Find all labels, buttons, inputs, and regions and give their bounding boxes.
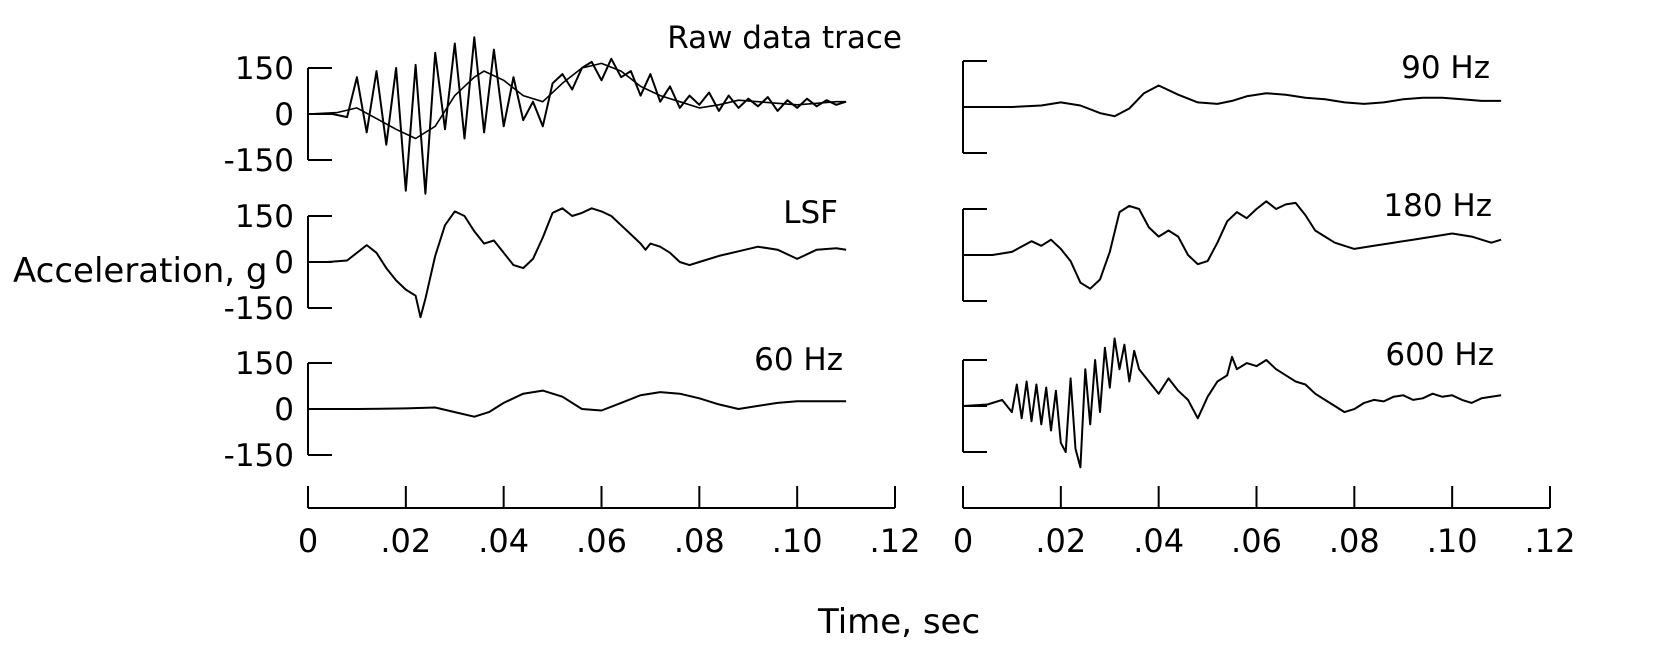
x-axis-label: Time, sec	[817, 602, 980, 642]
panel-title: 60 Hz	[754, 342, 843, 378]
x-tick-label: .10	[1427, 522, 1478, 560]
x-tick-label: .04	[1133, 522, 1184, 560]
x-tick-label: .06	[576, 522, 627, 560]
y-tick-label: -150	[224, 291, 294, 327]
y-tick-label: 0	[274, 97, 294, 133]
x-tick-label: .08	[1329, 522, 1380, 560]
series-line	[963, 84, 1502, 118]
y-tick-label: 150	[235, 51, 294, 87]
y-tick-label: -150	[224, 438, 294, 474]
panel-title: Raw data trace	[667, 20, 902, 56]
x-tick-label: .12	[870, 522, 921, 560]
x-tick-label: .04	[478, 522, 529, 560]
series-line	[962, 337, 1502, 469]
time-axis-1: 0 .02 .04 .06 .08 .10 .12	[298, 486, 921, 560]
y-axis-label: Acceleration, g	[13, 251, 267, 291]
y-tick-label: -150	[224, 143, 294, 179]
y-tick-label: 150	[235, 199, 294, 235]
series-line	[308, 36, 847, 195]
panel-title: 180 Hz	[1383, 188, 1492, 224]
panel-title: LSF	[783, 195, 838, 231]
y-tick-label: 0	[274, 245, 294, 281]
x-tick-label: .10	[772, 522, 823, 560]
x-tick-label: .02	[1035, 522, 1086, 560]
panel-6: 600 Hz	[962, 337, 1502, 469]
x-tick-label: .08	[674, 522, 725, 560]
y-tick-label: 150	[235, 346, 294, 382]
y-tick-label: 0	[274, 392, 294, 428]
panel-title: 600 Hz	[1385, 337, 1494, 373]
x-tick-label: 0	[953, 522, 973, 560]
panel-3: 150 0 -150 60 Hz	[224, 342, 847, 474]
x-tick-label: .02	[380, 522, 431, 560]
panel-1: 150 0 -150 Raw data trace	[224, 20, 902, 195]
panel-4: 90 Hz	[962, 50, 1502, 154]
x-tick-label: .06	[1231, 522, 1282, 560]
panel-5: 180 Hz	[962, 188, 1502, 302]
panel-title: 90 Hz	[1401, 50, 1490, 86]
x-tick-label: .12	[1525, 522, 1576, 560]
time-axis-2: 0 .02 .04 .06 .08 .10 .12	[953, 486, 1576, 560]
series-line	[307, 62, 847, 140]
series-line	[308, 389, 847, 418]
series-line	[308, 207, 847, 319]
series-line	[963, 200, 1502, 290]
x-tick-label: 0	[298, 522, 318, 560]
panel-2: 150 0 -150 LSF	[224, 195, 847, 327]
